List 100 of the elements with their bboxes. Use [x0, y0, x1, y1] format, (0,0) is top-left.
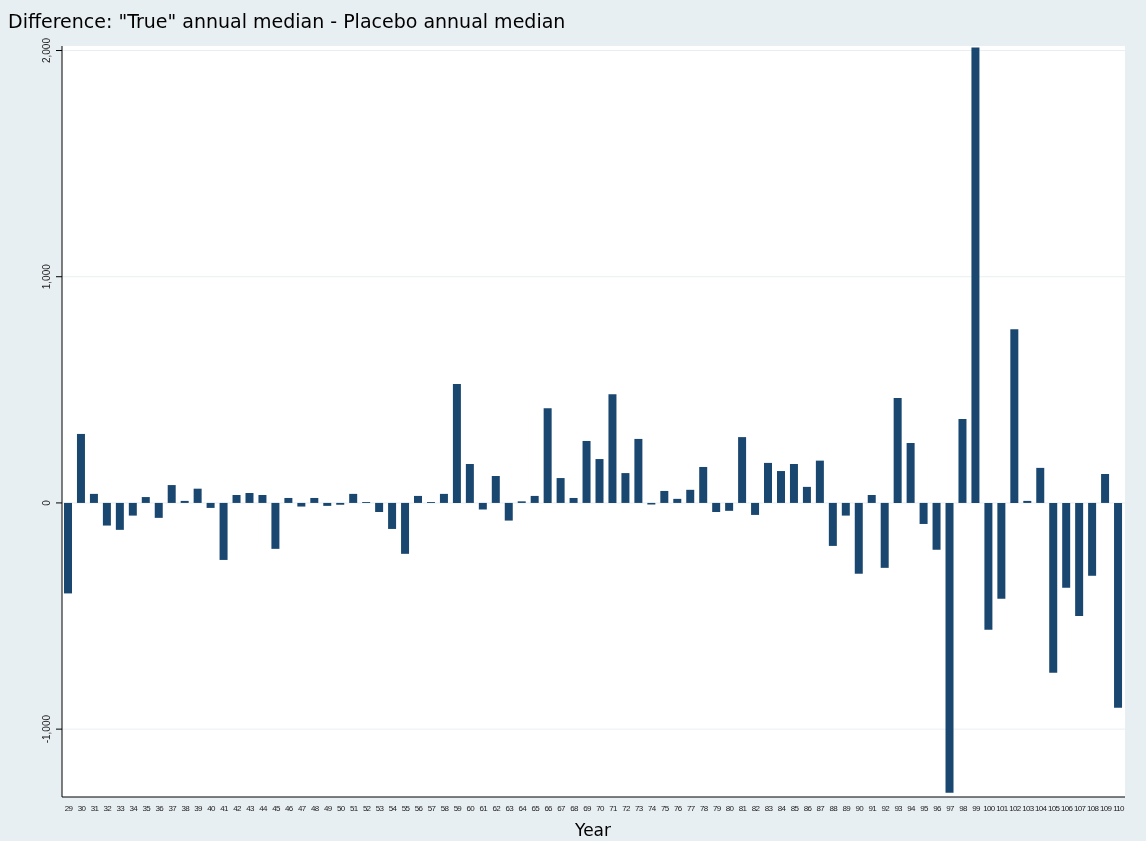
bar — [1062, 502, 1071, 588]
x-tick-label: 104 — [1035, 803, 1048, 813]
x-tick-label: 41 — [220, 803, 230, 813]
bar — [984, 502, 993, 630]
bar — [1010, 329, 1019, 503]
bar — [673, 498, 682, 503]
bar — [102, 502, 111, 526]
x-tick-label: 85 — [790, 803, 800, 813]
x-tick-label: 90 — [855, 803, 865, 813]
bar — [634, 438, 643, 503]
x-tick-label: 54 — [388, 803, 398, 813]
x-tick-label: 86 — [803, 803, 813, 813]
bar — [725, 502, 734, 511]
x-tick-label: 37 — [168, 803, 178, 813]
x-tick-label: 51 — [349, 803, 359, 813]
bar — [297, 502, 306, 507]
bar — [1023, 500, 1032, 503]
x-tick-label: 66 — [544, 803, 554, 813]
bar — [1088, 502, 1097, 576]
bar — [206, 502, 215, 508]
x-tick-label: 94 — [907, 803, 917, 813]
x-tick-label: 62 — [492, 803, 502, 813]
bar — [167, 485, 176, 503]
bar — [258, 495, 267, 503]
x-tick-label: 97 — [946, 803, 955, 813]
x-tick-label: 65 — [531, 803, 541, 813]
x-tick-label: 102 — [1009, 803, 1022, 813]
bar — [414, 495, 423, 503]
x-tick-label: 70 — [596, 803, 605, 813]
bar — [232, 495, 241, 503]
x-tick-label: 39 — [194, 803, 204, 813]
x-tick-label: 108 — [1086, 803, 1100, 813]
x-tick-label: 48 — [311, 803, 320, 813]
bar — [906, 442, 915, 503]
bar — [919, 502, 928, 524]
bar — [1049, 502, 1058, 673]
bar — [556, 478, 565, 503]
bar — [245, 492, 254, 503]
bar — [504, 502, 513, 521]
bar — [388, 502, 397, 529]
bar — [154, 502, 163, 518]
bar — [284, 497, 293, 503]
x-tick-label: 59 — [453, 803, 463, 813]
bar — [841, 502, 850, 516]
bar — [764, 462, 773, 503]
x-tick-label: 107 — [1074, 803, 1087, 813]
bar — [219, 502, 228, 560]
bar — [854, 502, 863, 574]
bar — [141, 497, 150, 503]
bar — [543, 408, 552, 503]
bar — [608, 394, 617, 503]
bar — [893, 397, 902, 503]
x-tick-label: 83 — [764, 803, 774, 813]
bar — [491, 476, 500, 503]
x-tick-label: 45 — [272, 803, 281, 813]
x-tick-label: 50 — [336, 803, 346, 813]
bar — [76, 433, 85, 503]
x-tick-label: 42 — [233, 803, 243, 813]
x-tick-label: 31 — [90, 803, 100, 813]
bar — [621, 473, 630, 503]
y-tick-label: 0 — [41, 499, 52, 506]
bar — [465, 464, 474, 503]
x-tick-label: 77 — [686, 803, 696, 813]
x-tick-label: 57 — [427, 803, 437, 813]
bar — [1114, 502, 1123, 708]
chart-title: Difference: "True" annual median - Placebo annual median — [8, 10, 566, 32]
x-tick-label: 96 — [933, 803, 943, 813]
x-tick-label: 80 — [725, 803, 735, 813]
bar — [271, 502, 280, 549]
x-axis-title: Year — [575, 820, 611, 840]
x-tick-label: 68 — [570, 803, 580, 813]
x-tick-label: 56 — [414, 803, 424, 813]
x-tick-label: 47 — [298, 803, 307, 813]
bar — [310, 497, 319, 503]
x-tick-label: 75 — [661, 803, 670, 813]
x-tick-label: 29 — [64, 803, 74, 813]
bar — [867, 495, 876, 503]
x-tick-label: 89 — [842, 803, 852, 813]
bar — [401, 502, 410, 554]
x-tick-label: 43 — [246, 803, 255, 813]
x-tick-label: 84 — [777, 803, 787, 813]
x-tick-label: 40 — [207, 803, 217, 813]
x-tick-label: 78 — [699, 803, 709, 813]
x-tick-label: 34 — [129, 803, 139, 813]
x-tick-label: 30 — [77, 803, 87, 813]
x-tick-label: 53 — [375, 803, 385, 813]
x-tick-label: 38 — [181, 803, 191, 813]
x-tick-label: 101 — [996, 803, 1009, 813]
bar — [789, 464, 798, 503]
bar — [776, 471, 785, 503]
x-tick-label: 35 — [142, 803, 152, 813]
x-tick-label: 72 — [622, 803, 631, 813]
x-tick-label: 58 — [440, 803, 450, 813]
bar — [439, 493, 448, 503]
bar — [569, 497, 578, 503]
x-tick-label: 110 — [1113, 803, 1126, 813]
x-tick-label: 60 — [466, 803, 476, 813]
x-tick-label: 82 — [751, 803, 761, 813]
bar — [595, 459, 604, 503]
bar — [699, 466, 708, 503]
